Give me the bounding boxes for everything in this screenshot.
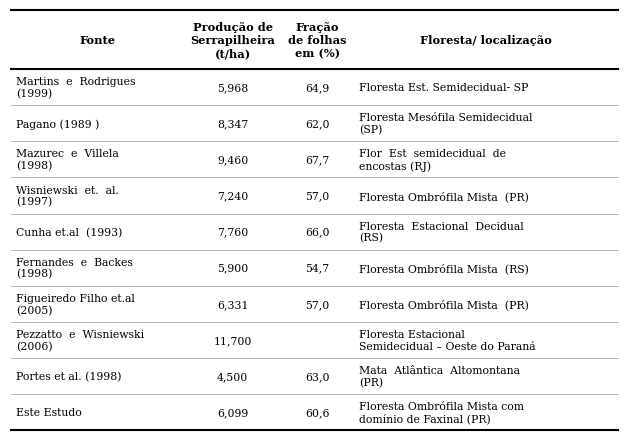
Text: 11,700: 11,700 — [213, 335, 252, 345]
Text: Mazurec  e  Villela
(1998): Mazurec e Villela (1998) — [16, 149, 119, 171]
Text: Floresta Ombrófila Mista com
domínio de Faxinal (PR): Floresta Ombrófila Mista com domínio de … — [359, 401, 524, 424]
Text: Floresta Ombrófila Mista  (RS): Floresta Ombrófila Mista (RS) — [359, 263, 529, 273]
Text: Floresta Estacional
Semidecidual – Oeste do Paraná: Floresta Estacional Semidecidual – Oeste… — [359, 329, 536, 351]
Text: Produção de
Serrapilheira
(t/ha): Produção de Serrapilheira (t/ha) — [190, 22, 275, 59]
Text: Fernandes  e  Backes
(1998): Fernandes e Backes (1998) — [16, 257, 133, 279]
Text: 8,347: 8,347 — [217, 119, 248, 129]
Text: Portes et al. (1998): Portes et al. (1998) — [16, 371, 122, 381]
Text: 64,9: 64,9 — [305, 83, 329, 93]
Text: Floresta  Estacional  Decidual
(RS): Floresta Estacional Decidual (RS) — [359, 221, 524, 243]
Text: 57,0: 57,0 — [305, 191, 329, 201]
Text: Floresta Ombrófila Mista  (PR): Floresta Ombrófila Mista (PR) — [359, 299, 529, 310]
Text: Martins  e  Rodrigues
(1999): Martins e Rodrigues (1999) — [16, 77, 136, 99]
Text: 62,0: 62,0 — [305, 119, 329, 129]
Text: 60,6: 60,6 — [305, 407, 329, 417]
Text: Fração
de folhas
em (%): Fração de folhas em (%) — [288, 22, 347, 59]
Text: Pagano (1989 ): Pagano (1989 ) — [16, 119, 99, 129]
Text: 57,0: 57,0 — [305, 299, 329, 309]
Text: Cunha et.al  (1993): Cunha et.al (1993) — [16, 227, 123, 237]
Text: 6,099: 6,099 — [217, 407, 248, 417]
Text: Floresta Ombrófila Mista  (PR): Floresta Ombrófila Mista (PR) — [359, 191, 529, 201]
Text: 63,0: 63,0 — [305, 371, 329, 381]
Text: 66,0: 66,0 — [305, 227, 329, 237]
Text: 6,331: 6,331 — [217, 299, 248, 309]
Text: 67,7: 67,7 — [305, 155, 329, 165]
Text: Figueiredo Filho et.al
(2005): Figueiredo Filho et.al (2005) — [16, 293, 135, 315]
Text: 5,968: 5,968 — [217, 83, 248, 93]
Text: Pezzatto  e  Wisniewski
(2006): Pezzatto e Wisniewski (2006) — [16, 329, 144, 351]
Text: Wisniewski  et.  al.
(1997): Wisniewski et. al. (1997) — [16, 185, 119, 207]
Text: Floresta Est. Semidecidual- SP: Floresta Est. Semidecidual- SP — [359, 83, 528, 93]
Text: Fonte: Fonte — [79, 35, 116, 46]
Text: Floresta Mesófila Semidecidual
(SP): Floresta Mesófila Semidecidual (SP) — [359, 113, 532, 135]
Text: Flor  Est  semidecidual  de
encostas (RJ): Flor Est semidecidual de encostas (RJ) — [359, 149, 506, 171]
Text: 7,760: 7,760 — [217, 227, 248, 237]
Text: 9,460: 9,460 — [217, 155, 248, 165]
Text: Floresta/ localização: Floresta/ localização — [420, 35, 552, 46]
Text: Este Estudo: Este Estudo — [16, 407, 82, 417]
Text: Mata  Atlântica  Altomontana
(PR): Mata Atlântica Altomontana (PR) — [359, 365, 520, 387]
Text: 4,500: 4,500 — [217, 371, 248, 381]
Text: 5,900: 5,900 — [217, 263, 248, 273]
Text: 7,240: 7,240 — [217, 191, 248, 201]
Text: 54,7: 54,7 — [306, 263, 329, 273]
